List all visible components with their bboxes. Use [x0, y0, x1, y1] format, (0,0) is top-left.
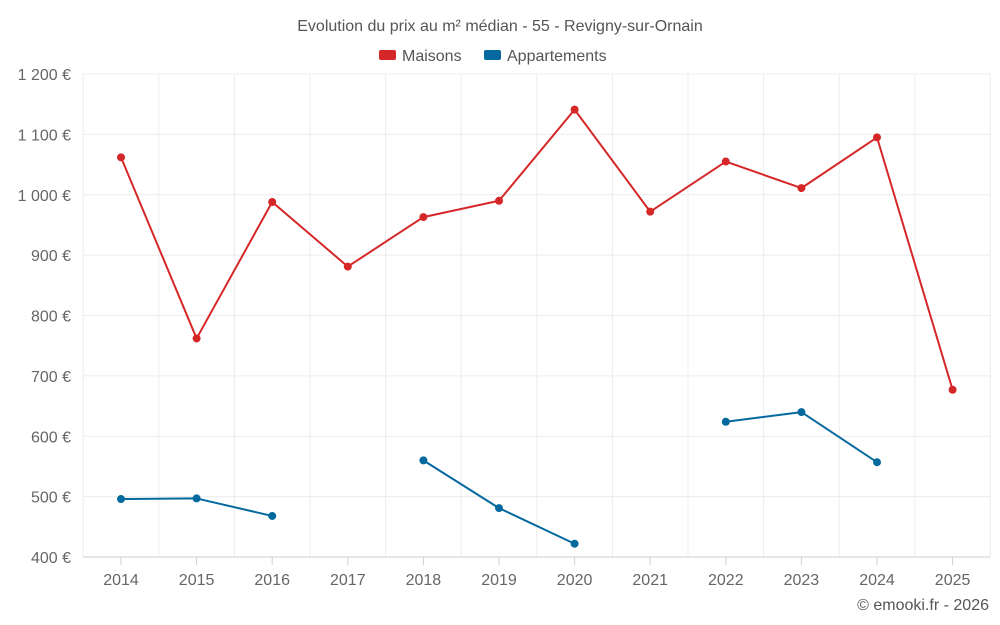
- data-point-maisons[interactable]: [268, 197, 277, 206]
- grid: [82, 73, 991, 557]
- y-axis: 400 € 500 € 600 € 700 € 800 € 900 € 1 000 € 1 1…: [18, 67, 71, 567]
- x-tick-label: 2020: [557, 572, 593, 589]
- x-tick-label: 2021: [632, 572, 668, 589]
- x-tick-label: 2016: [254, 572, 290, 589]
- x-tick-label: 2023: [784, 572, 820, 589]
- y-tick-label: 800 €: [31, 309, 71, 326]
- data-point-maisons[interactable]: [570, 105, 579, 114]
- y-tick-label: 600 €: [31, 429, 71, 446]
- data-point-maisons[interactable]: [495, 196, 503, 205]
- data-point-appartements[interactable]: [192, 494, 201, 503]
- data-point-maisons[interactable]: [117, 153, 125, 162]
- x-tick-label: 2015: [179, 572, 215, 589]
- data-point-appartements[interactable]: [570, 539, 579, 548]
- data-point-maisons[interactable]: [646, 207, 655, 216]
- data-point-maisons[interactable]: [948, 385, 957, 394]
- data-point-appartements[interactable]: [495, 504, 503, 513]
- x-tick-label: 2025: [935, 572, 971, 589]
- y-tick-label: 700 €: [31, 369, 71, 386]
- data-point-appartements[interactable]: [873, 458, 881, 467]
- x-tick-label: 2024: [859, 572, 895, 589]
- series-appartements: [117, 408, 881, 548]
- legend-swatch-maisons: [379, 50, 396, 60]
- x-tick-label: 2014: [103, 572, 139, 589]
- series-line-maisons: [120, 108, 954, 391]
- series-maisons: [117, 105, 957, 394]
- chart-title: Evolution du prix au m² médian - 55 - Re…: [297, 18, 703, 35]
- legend: Maisons Appartements: [379, 48, 607, 65]
- data-point-maisons[interactable]: [721, 157, 730, 166]
- y-tick-label: 1 000 €: [18, 188, 71, 205]
- y-tick-label: 1 100 €: [18, 127, 71, 144]
- x-tick-label: 2019: [481, 572, 517, 589]
- legend-item-appartements[interactable]: Appartements: [484, 48, 607, 65]
- y-tick-label: 900 €: [31, 248, 71, 265]
- y-tick-label: 500 €: [31, 490, 71, 507]
- y-tick-label: 400 €: [31, 550, 71, 567]
- data-point-appartements[interactable]: [117, 495, 125, 504]
- data-point-appartements[interactable]: [721, 417, 730, 426]
- data-point-maisons[interactable]: [192, 334, 201, 343]
- data-point-maisons[interactable]: [797, 184, 806, 193]
- data-point-appartements[interactable]: [268, 511, 277, 520]
- y-tick-label: 1 200 €: [18, 67, 71, 84]
- series-line-appartements: [724, 411, 878, 464]
- legend-label-maisons: Maisons: [402, 48, 462, 65]
- data-point-maisons[interactable]: [873, 133, 881, 142]
- data-point-maisons[interactable]: [419, 213, 428, 222]
- series-line-appartements: [422, 459, 576, 545]
- series-layer: [117, 105, 957, 548]
- data-point-appartements[interactable]: [419, 456, 428, 465]
- data-point-appartements[interactable]: [797, 408, 806, 417]
- x-tick-label: 2018: [406, 572, 442, 589]
- legend-label-appartements: Appartements: [507, 48, 607, 65]
- x-axis: 2014 2015 2016 2017 2018 2019 2020 2021 2022 2023…: [83, 556, 990, 589]
- legend-item-maisons[interactable]: Maisons: [379, 48, 462, 65]
- data-point-maisons[interactable]: [343, 262, 352, 271]
- legend-swatch-appartements: [484, 50, 501, 60]
- x-tick-label: 2022: [708, 572, 744, 589]
- credit: © emooki.fr - 2026: [857, 597, 989, 614]
- x-tick-label: 2017: [330, 572, 366, 589]
